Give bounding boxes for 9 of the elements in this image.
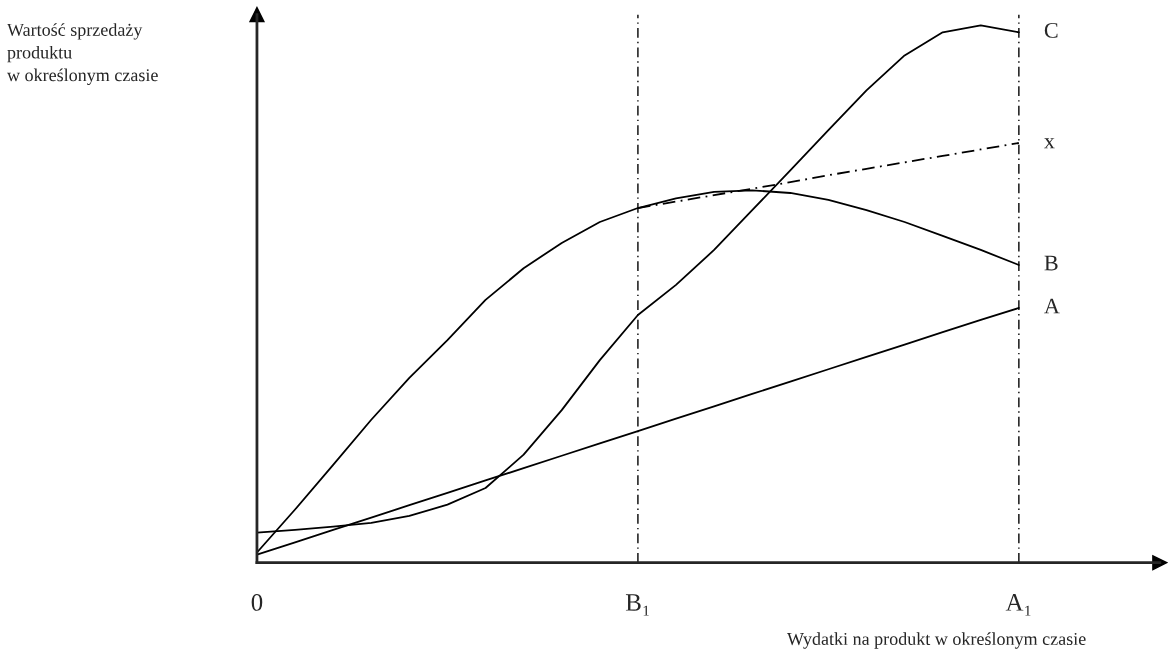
- x-tick-label: B₁: [625, 594, 649, 616]
- series-label: B: [1044, 255, 1058, 271]
- y-axis-title: Wartość sprzedaży produktu w określonym czasie: [7, 23, 158, 85]
- x-tick-label: 0: [251, 593, 263, 611]
- series-label: A: [1044, 298, 1060, 314]
- series-label: C: [1044, 22, 1058, 38]
- series-label: x: [1044, 138, 1055, 149]
- x-tick-label: A₁: [1005, 594, 1031, 616]
- x-axis-title: Wydatki na produkt w określonym czasie: [786, 632, 1086, 649]
